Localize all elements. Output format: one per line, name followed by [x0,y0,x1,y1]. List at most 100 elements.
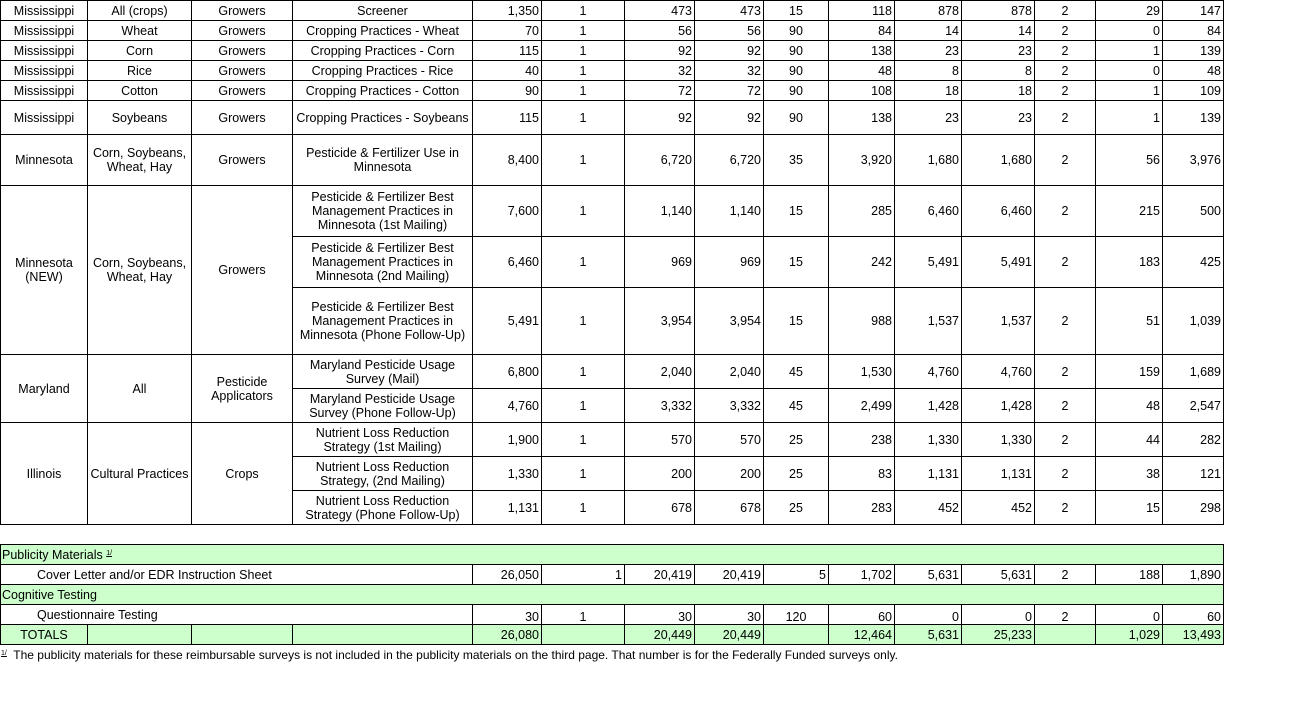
footnote-text: The publicity materials for these reimbu… [13,648,898,662]
nonresponse-burden-hours: 0 [1095,604,1163,625]
state-cell: Minnesota (NEW) [0,185,88,355]
responses-count: 473 [624,0,695,21]
responses-count: 2,040 [624,354,695,389]
minutes-per-nonresponse: 2 [1034,456,1096,491]
nonresponses-count: 1,680 [894,134,962,186]
nonresponses-count: 1,537 [894,287,962,355]
responses-total: 92 [694,100,764,135]
nonresponses-count: 14 [894,20,962,41]
total-burden-hours: 139 [1162,100,1224,135]
table-row: Illinois Cultural Practices Crops Nutrient … [0,422,1224,525]
survey-name-cell: Pesticide & Fertilizer Use in Minnesota [292,134,473,186]
total-burden-hours: 500 [1162,185,1224,237]
minutes-per-response: 15 [763,0,829,21]
sample-size: 1,131 [472,490,542,525]
minutes-per-response: 25 [763,456,829,491]
response-burden-hours: 83 [828,456,895,491]
state-cell: Maryland [0,354,88,423]
total-burden-hours: 425 [1162,236,1224,288]
nonresponses-total: 18 [961,80,1035,101]
sample-size: 8,400 [472,134,542,186]
frequency: 1 [541,40,625,61]
nonresponses-total: 23 [961,100,1035,135]
target-cell: Growers [191,80,293,101]
responses-count: 200 [624,456,695,491]
responses-count: 3,332 [624,388,695,423]
publicity-header: Publicity Materials 1/ [0,544,1224,565]
minutes-per-response: 90 [763,80,829,101]
nonresponses-total: 878 [961,0,1035,21]
survey-name-cell: Pesticide & Fertilizer Best Management P… [292,185,473,237]
frequency: 1 [541,20,625,41]
sample-size: 6,800 [472,354,542,389]
minutes-per-response: 90 [763,60,829,81]
state-cell: Mississippi [0,80,88,101]
table-row: Mississippi Soybeans Growers Cropping Pract… [0,100,1224,135]
response-burden-hours: 108 [828,80,895,101]
response-burden-hours: 138 [828,40,895,61]
minutes-per-response: 45 [763,388,829,423]
minutes-per-nonresponse: 2 [1034,564,1096,585]
empty-cell [292,624,473,645]
response-burden-hours: 138 [828,100,895,135]
target-cell: Growers [191,0,293,21]
nonresponse-burden-hours: 15 [1095,490,1163,525]
nonresponses-total: 23 [961,40,1035,61]
responses-count: 3,954 [624,287,695,355]
responses-total: 30 [694,604,764,625]
target-cell: Pesticide Applicators [191,354,293,423]
publicity-section-row: Publicity Materials 1/ [0,544,1224,565]
table-row: Nutrient Loss Reduction Strategy, (2nd M… [1,456,1224,491]
footnote: 1/ The publicity materials for these rei… [1,648,898,662]
response-burden-hours: 1,702 [828,564,895,585]
response-burden-hours: 60 [828,604,895,625]
response-burden-hours: 3,920 [828,134,895,186]
nonresponse-burden-hours: 188 [1095,564,1163,585]
total-burden-hours: 147 [1162,0,1224,21]
sample-size: 30 [472,604,542,625]
nonresponses-count: 878 [894,0,962,21]
state-cell: Minnesota [0,134,88,186]
nonresponses-count: 5,631 [894,624,962,645]
responses-total: 2,040 [694,354,764,389]
nonresponse-burden-hours: 44 [1095,422,1163,457]
total-burden-hours: 2,547 [1162,388,1224,423]
responses-total: 3,954 [694,287,764,355]
target-cell: Growers [191,100,293,135]
nonresponses-count: 1,428 [894,388,962,423]
response-burden-hours: 242 [828,236,895,288]
crop-cell: Cotton [87,80,192,101]
sample-size: 6,460 [472,236,542,288]
nonresponses-count: 4,760 [894,354,962,389]
responses-count: 570 [624,422,695,457]
crop-cell: Soybeans [87,100,192,135]
totals-row: TOTALS 26,080 20,449 20,449 12,464 5,631 25,23… [0,624,1224,645]
nonresponse-burden-hours: 51 [1095,287,1163,355]
target-cell: Growers [191,134,293,186]
response-burden-hours: 238 [828,422,895,457]
nonresponses-total: 1,131 [961,456,1035,491]
minutes-per-response [763,624,829,645]
sample-size: 70 [472,20,542,41]
frequency: 1 [541,185,625,237]
minutes-per-nonresponse [1034,624,1096,645]
nonresponse-burden-hours: 38 [1095,456,1163,491]
total-burden-hours: 121 [1162,456,1224,491]
table-row: Pesticide & Fertilizer Best Management P… [1,287,1224,355]
total-burden-hours: 1,890 [1162,564,1224,585]
total-burden-hours: 84 [1162,20,1224,41]
frequency: 1 [541,564,625,585]
total-burden-hours: 1,039 [1162,287,1224,355]
responses-count: 32 [624,60,695,81]
total-burden-hours: 109 [1162,80,1224,101]
responses-total: 32 [694,60,764,81]
responses-total: 20,449 [694,624,764,645]
total-burden-hours: 13,493 [1162,624,1224,645]
minutes-per-nonresponse: 2 [1034,388,1096,423]
nonresponse-burden-hours: 1,029 [1095,624,1163,645]
footnote-mark: 1/ [1,650,7,657]
nonresponses-count: 23 [894,100,962,135]
survey-name-cell: Nutrient Loss Reduction Strategy (1st Ma… [292,422,473,457]
total-burden-hours: 3,976 [1162,134,1224,186]
state-cell: Mississippi [0,20,88,41]
